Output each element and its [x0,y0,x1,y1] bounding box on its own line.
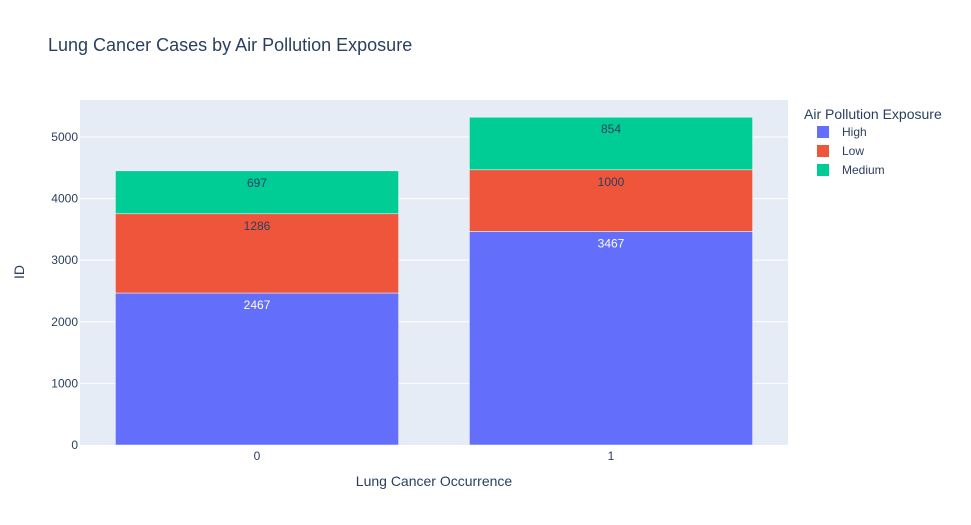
bar-medium-1 [469,116,753,171]
y-axis-title: ID [11,265,27,279]
y-tick-label: 0 [71,438,78,452]
legend-title: Air Pollution Exposure [804,106,942,122]
y-tick-label: 5000 [51,130,78,144]
y-tick-label: 3000 [51,253,78,267]
bar-high-0 [115,292,399,446]
y-tick-label: 4000 [51,192,78,206]
legend-label-medium: Medium [842,163,885,177]
legend-swatch-low [817,145,829,157]
data-label: 854 [601,122,621,136]
legend-label-high: High [842,125,867,139]
bar-high-1 [469,231,753,446]
x-tick-label: 1 [608,449,615,463]
x-tick-label: 0 [254,449,261,463]
legend-swatch-high [817,126,829,138]
data-label: 3467 [598,236,625,250]
legend-label-low: Low [842,144,864,158]
y-axis-ticks: 0 1000 2000 3000 4000 5000 [51,130,78,452]
legend-swatch-medium [817,164,829,176]
legend: Air Pollution Exposure High Low Medium [804,106,942,177]
x-axis-title: Lung Cancer Occurrence [356,473,513,489]
y-tick-label: 2000 [51,315,78,329]
bar-medium-0 [115,170,399,215]
bars [115,116,753,446]
data-label: 697 [247,176,267,190]
data-label: 2467 [244,298,271,312]
chart-title: Lung Cancer Cases by Air Pollution Expos… [48,35,412,55]
data-labels: 2467 1286 697 3467 1000 854 [244,122,625,312]
y-tick-label: 1000 [51,376,78,390]
bar-low-0 [115,213,399,294]
bar-low-1 [469,169,753,232]
data-label: 1000 [598,175,625,189]
data-label: 1286 [244,219,271,233]
